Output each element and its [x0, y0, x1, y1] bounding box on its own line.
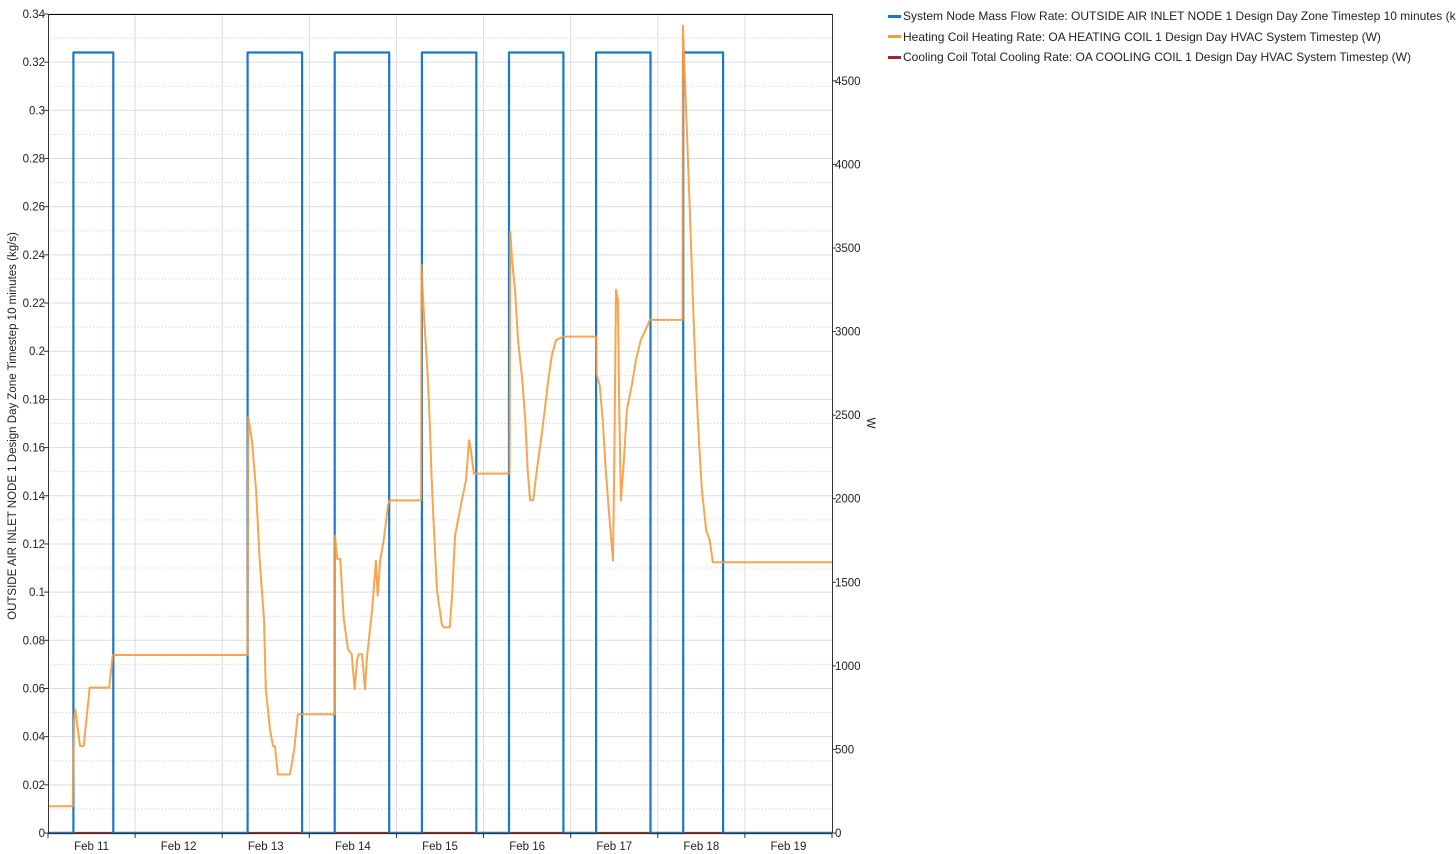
x-tick-label: Feb 12 — [161, 841, 197, 853]
left-tick-label: 0 — [39, 828, 45, 840]
legend-item-cooling[interactable]: Cooling Coil Total Cooling Rate: OA COOL… — [888, 47, 1456, 68]
right-tick-label: 3000 — [835, 327, 861, 339]
series-line-mass-flow — [48, 51, 832, 835]
left-tick-label: 0.14 — [23, 491, 46, 503]
left-tick-label: 0.34 — [23, 9, 46, 21]
right-tick-label: 3500 — [835, 243, 861, 255]
x-tick-label: Feb 15 — [422, 841, 458, 853]
right-axis-title: W — [864, 418, 876, 429]
x-tick-label: Feb 17 — [596, 841, 632, 853]
legend-swatch — [888, 14, 901, 18]
left-tick-label: 0.32 — [23, 57, 45, 69]
right-tick-label: 4000 — [835, 159, 861, 171]
right-tick-label: 1000 — [835, 661, 861, 673]
x-tick-label: Feb 14 — [335, 841, 371, 853]
left-axis-title: OUTSIDE AIR INLET NODE 1 Design Day Zone… — [7, 232, 19, 620]
x-tick-label: Feb 13 — [248, 841, 284, 853]
left-tick-label: 0.06 — [23, 683, 45, 695]
x-tick-label: Feb 16 — [509, 841, 545, 853]
left-tick-label: 0.16 — [23, 443, 45, 455]
right-tick-label: 2000 — [835, 494, 861, 506]
left-tick-label: 0.24 — [23, 250, 46, 262]
x-tick-label: Feb 18 — [683, 841, 719, 853]
gridlines — [48, 13, 832, 834]
legend-label: System Node Mass Flow Rate: OUTSIDE AIR … — [903, 9, 1456, 24]
x-tick-label: Feb 11 — [74, 841, 109, 853]
legend-swatch — [888, 35, 901, 39]
left-tick-label: 0.28 — [23, 154, 45, 166]
right-tick-label: 1500 — [835, 577, 861, 589]
left-tick-label: 0.04 — [23, 732, 46, 744]
left-tick-label: 0.18 — [23, 394, 45, 406]
left-tick-label: 0.3 — [29, 105, 45, 117]
right-tick-label: 4500 — [835, 76, 861, 88]
legend-item-heating[interactable]: Heating Coil Heating Rate: OA HEATING CO… — [888, 27, 1456, 48]
series-layer — [47, 24, 833, 835]
right-tick-label: 0 — [835, 828, 841, 840]
left-tick-label: 0.1 — [29, 587, 45, 599]
left-tick-label: 0.22 — [23, 298, 45, 310]
left-tick-label: 0.02 — [23, 780, 45, 792]
right-tick-label: 500 — [835, 744, 854, 756]
legend-swatch — [888, 55, 901, 59]
left-tick-label: 0.12 — [23, 539, 45, 551]
legend-label: Cooling Coil Total Cooling Rate: OA COOL… — [903, 50, 1411, 65]
legend-label: Heating Coil Heating Rate: OA HEATING CO… — [903, 29, 1381, 44]
left-tick-label: 0.08 — [23, 635, 45, 647]
legend-item-mass-flow[interactable]: System Node Mass Flow Rate: OUTSIDE AIR … — [888, 6, 1456, 27]
left-tick-label: 0.2 — [29, 346, 45, 358]
x-tick-label: Feb 19 — [771, 841, 807, 853]
right-tick-label: 2500 — [835, 410, 861, 422]
series-line-heating-rate — [48, 24, 832, 808]
legend: System Node Mass Flow Rate: OUTSIDE AIR … — [888, 6, 1456, 68]
left-tick-label: 0.26 — [23, 202, 45, 214]
axes: 0 0.02 0.04 0.06 0.08 0.1 0.12 0.14 0.16 0.18 0.2 0… — [23, 9, 861, 853]
